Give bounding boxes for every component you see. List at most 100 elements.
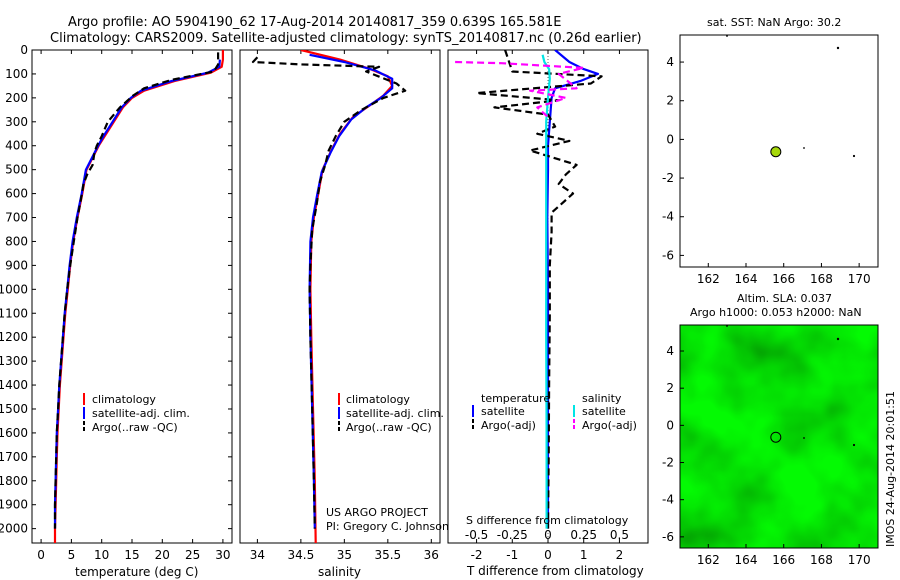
legend-label-argo: Argo(..raw -QC)	[346, 421, 432, 434]
x-tick-label: -2	[471, 548, 483, 562]
map-y-tick-label: -4	[662, 210, 674, 224]
y-tick-label: 700	[5, 211, 28, 225]
legend-label-climatology: climatology	[92, 393, 156, 406]
salinity-panel: 34 34.5 35 35.5 36 salinity climatology sate…	[239, 49, 449, 579]
t-difference-xlabel: T difference from climatology	[466, 564, 644, 578]
x2-tick-label: -0.5	[465, 528, 488, 542]
y-tick-label: 800	[5, 234, 28, 248]
legend-title-temperature: temperature	[481, 392, 550, 405]
y-tick-label: 500	[5, 163, 28, 177]
map-y-tick-label: -6	[662, 530, 674, 544]
argo-float-marker	[770, 146, 782, 158]
x-tick-label: 0	[37, 548, 45, 562]
legend-label-climatology: climatology	[346, 393, 410, 406]
y-tick-label: 0	[20, 43, 28, 57]
header-line-2: Climatology: CARS2009. Satellite-adjuste…	[50, 31, 642, 46]
series-line-temperature-satellite	[546, 50, 600, 529]
x-tick-label: 15	[124, 548, 139, 562]
y-tick-label: 300	[5, 115, 28, 129]
map-y-tick-label: -6	[662, 248, 674, 262]
sla-map-panel: Altim. SLA: 0.037 Argo h1000: 0.053 h200…	[662, 292, 879, 567]
y-tick-label: 1800	[0, 474, 28, 488]
header-line-1: Argo profile: AO 5904190_62 17-Aug-2014 …	[68, 15, 561, 30]
x-tick-label: 10	[94, 548, 109, 562]
argo-float-marker	[770, 431, 782, 443]
y-tick-label: 1400	[0, 378, 28, 392]
sla-map-subtitle: Argo h1000: 0.053 h2000: NaN	[690, 306, 862, 319]
x-tick-label: 20	[155, 548, 170, 562]
sst-map-speck	[726, 35, 728, 37]
map-x-tick-label: 170	[848, 272, 871, 286]
sla-map-speck	[726, 325, 728, 327]
sla-map-field	[680, 325, 878, 548]
map-y-tick-label: -2	[662, 456, 674, 470]
map-y-tick-label: 2	[666, 94, 674, 108]
legend-label-satellite: satellite-adj. clim.	[346, 407, 444, 420]
y-tick-label: 1300	[0, 354, 28, 368]
sst-map-panel: sat. SST: NaN Argo: 30.2 162 164 166 168 170…	[662, 16, 879, 286]
y-tick-label: 400	[5, 139, 28, 153]
x-tick-label: 36	[424, 548, 439, 562]
x-tick-label: 2	[616, 548, 624, 562]
y-tick-label: 1700	[0, 450, 28, 464]
x2-tick-label: 0.25	[570, 528, 597, 542]
sst-map-speck	[836, 46, 840, 50]
x-tick-label: 35	[337, 548, 352, 562]
series-line-argo-raw-qc	[251, 56, 407, 529]
salinity-axes-frame	[239, 49, 441, 544]
sst-map-speck	[852, 154, 856, 158]
legend-label-s-argo: Argo(-adj)	[582, 419, 637, 432]
y-tick-label: 1200	[0, 330, 28, 344]
difference-panel: -2 -1 0 1 2 -0.5 -0.25 0 0.25 0.5 S difference fr…	[447, 49, 649, 578]
map-y-tick-label: 4	[666, 344, 674, 358]
x-tick-label: 1	[580, 548, 588, 562]
x2-tick-label: 0	[544, 528, 552, 542]
y-tick-label: 1600	[0, 426, 28, 440]
legend-label-t-satellite: satellite	[481, 405, 525, 418]
x-tick-label: -1	[506, 548, 518, 562]
x-tick-label: 34	[250, 548, 265, 562]
sla-map-frame	[679, 324, 879, 549]
y-tick-label: 2000	[0, 522, 28, 536]
map-x-tick-label: 170	[848, 553, 871, 567]
legend-title-salinity: salinity	[582, 392, 622, 405]
temperature-panel: 0 5 10 15 20 25 300100200300400500600700800900…	[0, 43, 233, 579]
project-label: US ARGO PROJECT	[326, 506, 428, 519]
y-tick-label: 1900	[0, 498, 28, 512]
map-x-tick-label: 168	[810, 272, 833, 286]
map-y-tick-label: 2	[666, 381, 674, 395]
sla-map-speck	[852, 443, 856, 447]
temperature-legend: climatology satellite-adj. clim. Argo(..…	[83, 393, 190, 434]
legend-label-argo: Argo(..raw -QC)	[92, 421, 178, 434]
x-tick-label: 25	[185, 548, 200, 562]
y-tick-label: 100	[5, 67, 28, 81]
x2-tick-label: 0.5	[610, 528, 629, 542]
y-tick-label: 1500	[0, 402, 28, 416]
series-line-satellite-adj-clim	[308, 53, 394, 529]
sst-map-speck	[803, 147, 805, 149]
sla-map-title: Altim. SLA: 0.037	[737, 292, 832, 305]
map-y-tick-label: 0	[666, 418, 674, 432]
temperature-axes-frame	[31, 49, 233, 544]
legend-label-satellite: satellite-adj. clim.	[92, 407, 190, 420]
map-x-tick-label: 162	[697, 272, 720, 286]
map-x-tick-label: 166	[772, 553, 795, 567]
map-x-tick-label: 166	[772, 272, 795, 286]
y-tick-label: 200	[5, 91, 28, 105]
map-y-tick-label: 0	[666, 132, 674, 146]
x-tick-label: 5	[68, 548, 76, 562]
y-tick-label: 600	[5, 187, 28, 201]
temperature-xlabel: temperature (deg C)	[75, 565, 198, 579]
sst-map-title: sat. SST: NaN Argo: 30.2	[707, 16, 841, 29]
map-x-tick-label: 162	[697, 553, 720, 567]
map-y-tick-label: 4	[666, 55, 674, 69]
x2-tick-label: -0.25	[497, 528, 528, 542]
x-tick-label: 0	[544, 548, 552, 562]
map-x-tick-label: 168	[810, 553, 833, 567]
salinity-legend: climatology satellite-adj. clim. Argo(..…	[338, 393, 444, 434]
difference-legend: temperature salinity satellite Argo(-adj…	[472, 392, 637, 432]
s-difference-xlabel: S difference from climatology	[466, 514, 629, 527]
pi-label: PI: Gregory C. Johnson	[326, 520, 449, 533]
sla-map-speck	[803, 437, 805, 439]
